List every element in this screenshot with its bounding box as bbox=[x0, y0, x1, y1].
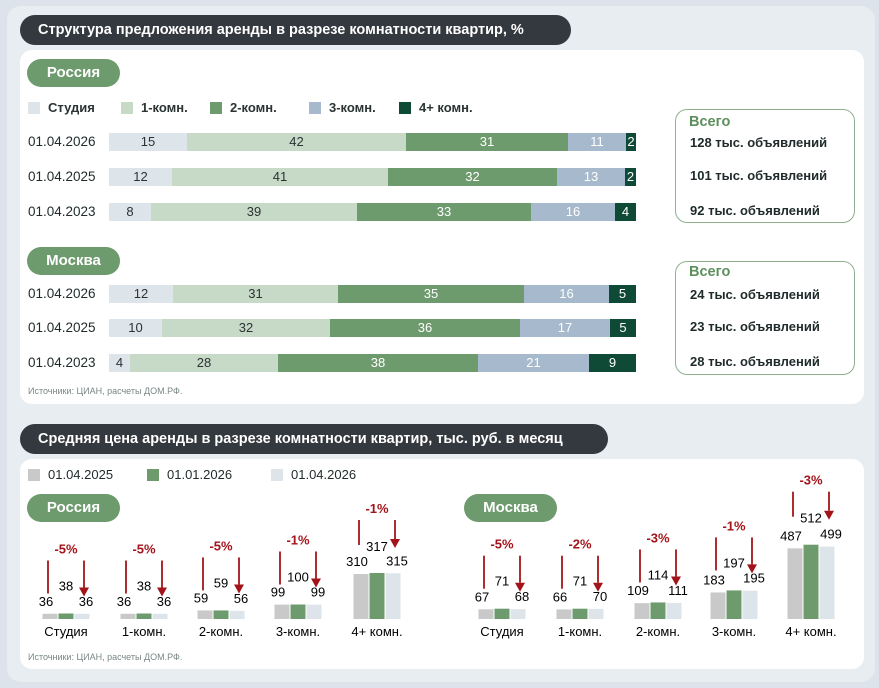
russia-segment-1room: 41 bbox=[172, 168, 388, 186]
russia-totals-box: Всего bbox=[675, 109, 855, 223]
russia-stacked-bar: 8 39 33 16 4 bbox=[109, 203, 636, 221]
price-legend-swatch bbox=[28, 468, 40, 481]
russia-stacked-bar: 12 41 32 13 2 bbox=[109, 168, 636, 186]
moscow-total-2025: 23 тыс. объявлений bbox=[690, 319, 820, 334]
legend-swatch bbox=[399, 101, 411, 114]
moscow-segment-studio: 4 bbox=[109, 354, 130, 372]
price-legend-item: 01.04.2025 bbox=[28, 467, 113, 482]
russia-segment-2room: 31 bbox=[406, 133, 568, 151]
russia-segment-3room: 13 bbox=[557, 168, 625, 186]
moscow-segment-studio: 10 bbox=[109, 319, 162, 337]
legend-swatch bbox=[121, 101, 133, 114]
russia-segment-4room: 4 bbox=[615, 203, 636, 221]
moscow-segment-3room: 16 bbox=[524, 285, 609, 303]
section1-title: Структура предложения аренды в разрезе к… bbox=[20, 15, 571, 45]
moscow-segment-3room: 21 bbox=[478, 354, 589, 372]
legend-label: 4+ комн. bbox=[419, 100, 473, 115]
price-legend-swatch bbox=[147, 468, 159, 481]
russia-stacked-bar: 15 42 31 11 2 bbox=[109, 133, 636, 151]
russia-segment-1room: 42 bbox=[187, 133, 406, 151]
legend-item: 3-комн. bbox=[309, 100, 376, 115]
russia-segment-studio: 15 bbox=[109, 133, 187, 151]
moscow-segment-3room: 17 bbox=[520, 319, 610, 337]
legend-item: 1-комн. bbox=[121, 100, 188, 115]
moscow-date-label: 01.04.2023 bbox=[28, 355, 96, 370]
price-legend-swatch bbox=[271, 468, 283, 481]
russia-segment-1room: 39 bbox=[151, 203, 357, 221]
section1-source: Источники: ЦИАН, расчеты ДОМ.РФ. bbox=[28, 386, 183, 396]
moscow-stacked-bar: 4 28 38 21 9 bbox=[109, 354, 636, 372]
moscow-stacked-bar: 12 31 35 16 5 bbox=[109, 285, 636, 303]
legend-swatch bbox=[309, 101, 321, 114]
moscow-segment-1room: 32 bbox=[162, 319, 330, 337]
russia-segment-3room: 16 bbox=[531, 203, 615, 221]
moscow-segment-4room: 9 bbox=[589, 354, 636, 372]
russia-segment-studio: 8 bbox=[109, 203, 151, 221]
moscow-pill: Москва bbox=[27, 247, 120, 275]
moscow-date-label: 01.04.2026 bbox=[28, 286, 96, 301]
moscow-total-2023: 28 тыс. объявлений bbox=[690, 354, 820, 369]
russia-segment-3room: 11 bbox=[568, 133, 626, 151]
moscow-date-label: 01.04.2025 bbox=[28, 320, 96, 335]
legend-label: 2-комн. bbox=[230, 100, 277, 115]
section2-panel bbox=[20, 459, 864, 669]
legend-swatch bbox=[28, 101, 40, 114]
legend-label: 1-комн. bbox=[141, 100, 188, 115]
legend-item: Студия bbox=[28, 100, 95, 115]
russia-totals-title: Всего bbox=[689, 114, 731, 130]
moscow-total-2026: 24 тыс. объявлений bbox=[690, 287, 820, 302]
russia-date-label: 01.04.2023 bbox=[28, 204, 96, 219]
russia-total-2026: 128 тыс. объявлений bbox=[690, 135, 828, 150]
moscow-segment-1room: 31 bbox=[173, 285, 338, 303]
russia-total-2023: 92 тыс. объявлений bbox=[690, 203, 820, 218]
moscow-segment-1room: 28 bbox=[130, 354, 278, 372]
moscow-segment-studio: 12 bbox=[109, 285, 173, 303]
moscow-segment-4room: 5 bbox=[610, 319, 636, 337]
legend-item: 4+ комн. bbox=[399, 100, 473, 115]
price-legend-item: 01.04.2026 bbox=[271, 467, 356, 482]
section2-title: Средняя цена аренды в разрезе комнатност… bbox=[20, 424, 608, 454]
russia-segment-4room: 2 bbox=[626, 133, 636, 151]
price-legend-item: 01.01.2026 bbox=[147, 467, 232, 482]
moscow-segment-2room: 35 bbox=[338, 285, 524, 303]
russia-pill: Россия bbox=[27, 59, 120, 87]
russia-date-label: 01.04.2026 bbox=[28, 134, 96, 149]
legend-label: Студия bbox=[48, 100, 95, 115]
russia-segment-2room: 32 bbox=[388, 168, 557, 186]
section2-source: Источники: ЦИАН, расчеты ДОМ.РФ. bbox=[28, 652, 183, 662]
russia-price-pill: Россия bbox=[27, 494, 120, 522]
russia-segment-4room: 2 bbox=[625, 168, 636, 186]
moscow-totals-box: Всего bbox=[675, 261, 855, 375]
price-legend-label: 01.01.2026 bbox=[167, 467, 233, 482]
legend-swatch bbox=[210, 101, 222, 114]
russia-segment-2room: 33 bbox=[357, 203, 531, 221]
legend-item: 2-комн. bbox=[210, 100, 277, 115]
price-legend-label: 01.04.2025 bbox=[48, 467, 114, 482]
price-legend-label: 01.04.2026 bbox=[291, 467, 357, 482]
moscow-segment-2room: 36 bbox=[330, 319, 520, 337]
moscow-totals-title: Всего bbox=[689, 264, 731, 280]
russia-date-label: 01.04.2025 bbox=[28, 169, 96, 184]
russia-segment-studio: 12 bbox=[109, 168, 172, 186]
moscow-segment-2room: 38 bbox=[278, 354, 478, 372]
russia-total-2025: 101 тыс. объявлений bbox=[690, 168, 828, 183]
moscow-stacked-bar: 10 32 36 17 5 bbox=[109, 319, 636, 337]
moscow-price-pill: Москва bbox=[464, 494, 557, 522]
legend-label: 3-комн. bbox=[329, 100, 376, 115]
moscow-segment-4room: 5 bbox=[609, 285, 636, 303]
